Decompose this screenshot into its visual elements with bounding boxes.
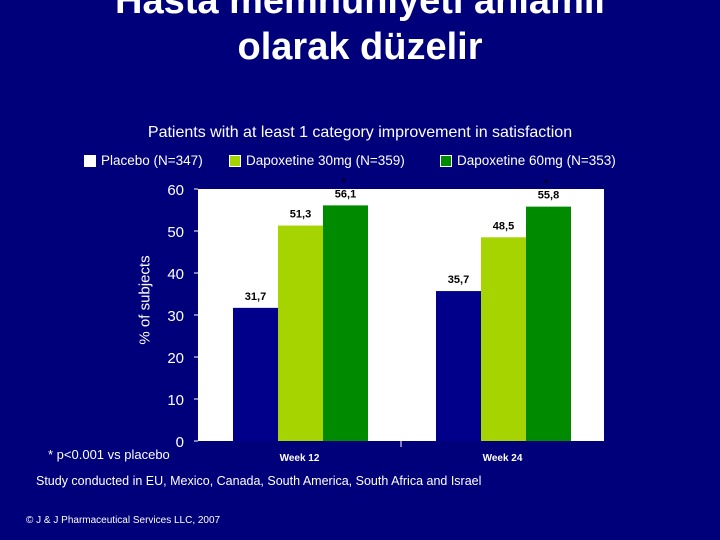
chart-legend: Placebo (N=347) Dapoxetine 30mg (N=359) … [0, 153, 720, 169]
bar-data-label: 31,7 [245, 291, 266, 303]
bar-data-label: 48,5 [493, 220, 514, 232]
legend-swatch-dapoxetine-60 [440, 154, 452, 167]
y-tick-label: 50 [167, 224, 184, 241]
bar [278, 225, 323, 441]
legend-item-placebo: Placebo (N=347) [84, 153, 203, 168]
bar [436, 291, 481, 441]
bar-data-label: 56,1 [335, 188, 356, 200]
slide-title-line1: Hasta memnuniyeti anlamlı [115, 0, 605, 22]
legend-label-dapoxetine-60: Dapoxetine 60mg (N=353) [457, 153, 616, 168]
legend-label-dapoxetine-30: Dapoxetine 30mg (N=359) [246, 153, 405, 168]
legend-swatch-dapoxetine-30 [229, 154, 241, 167]
legend-swatch-placebo [84, 154, 96, 167]
bar [481, 237, 526, 441]
copyright-notice: © J & J Pharmaceutical Services LLC, 200… [26, 515, 221, 526]
bar-data-label: 35,7 [448, 274, 469, 286]
slide-title-line2: olarak düzelir [237, 26, 483, 68]
legend-item-dapoxetine-30: Dapoxetine 30mg (N=359) [229, 153, 405, 168]
y-tick-label: 10 [167, 392, 184, 409]
bar-data-label: 51,3 [290, 209, 311, 221]
x-category-label: Week 12 [280, 453, 320, 464]
y-tick-label: 30 [167, 308, 184, 325]
bar [233, 307, 278, 441]
y-tick-label: 60 [167, 182, 184, 199]
bar-data-label: 55,8 [538, 190, 559, 202]
legend-item-dapoxetine-60: Dapoxetine 60mg (N=353) [440, 153, 616, 168]
study-note: Study conducted in EU, Mexico, Canada, S… [36, 474, 482, 488]
significance-footnote: * p<0.001 vs placebo [48, 447, 170, 462]
significance-marker: * [341, 175, 346, 189]
slide-title: Hasta memnuniyeti anlamlı olarak düzelir [0, 0, 720, 70]
bar [323, 205, 368, 441]
significance-marker: * [544, 177, 549, 191]
x-category-label: Week 24 [483, 453, 523, 464]
chart-title: Patients with at least 1 category improv… [147, 124, 573, 141]
legend-label-placebo: Placebo (N=347) [101, 153, 203, 168]
bar [526, 206, 571, 441]
y-tick-label: 40 [167, 266, 184, 283]
y-tick-label: 0 [176, 434, 184, 451]
y-tick-label: 20 [167, 350, 184, 367]
